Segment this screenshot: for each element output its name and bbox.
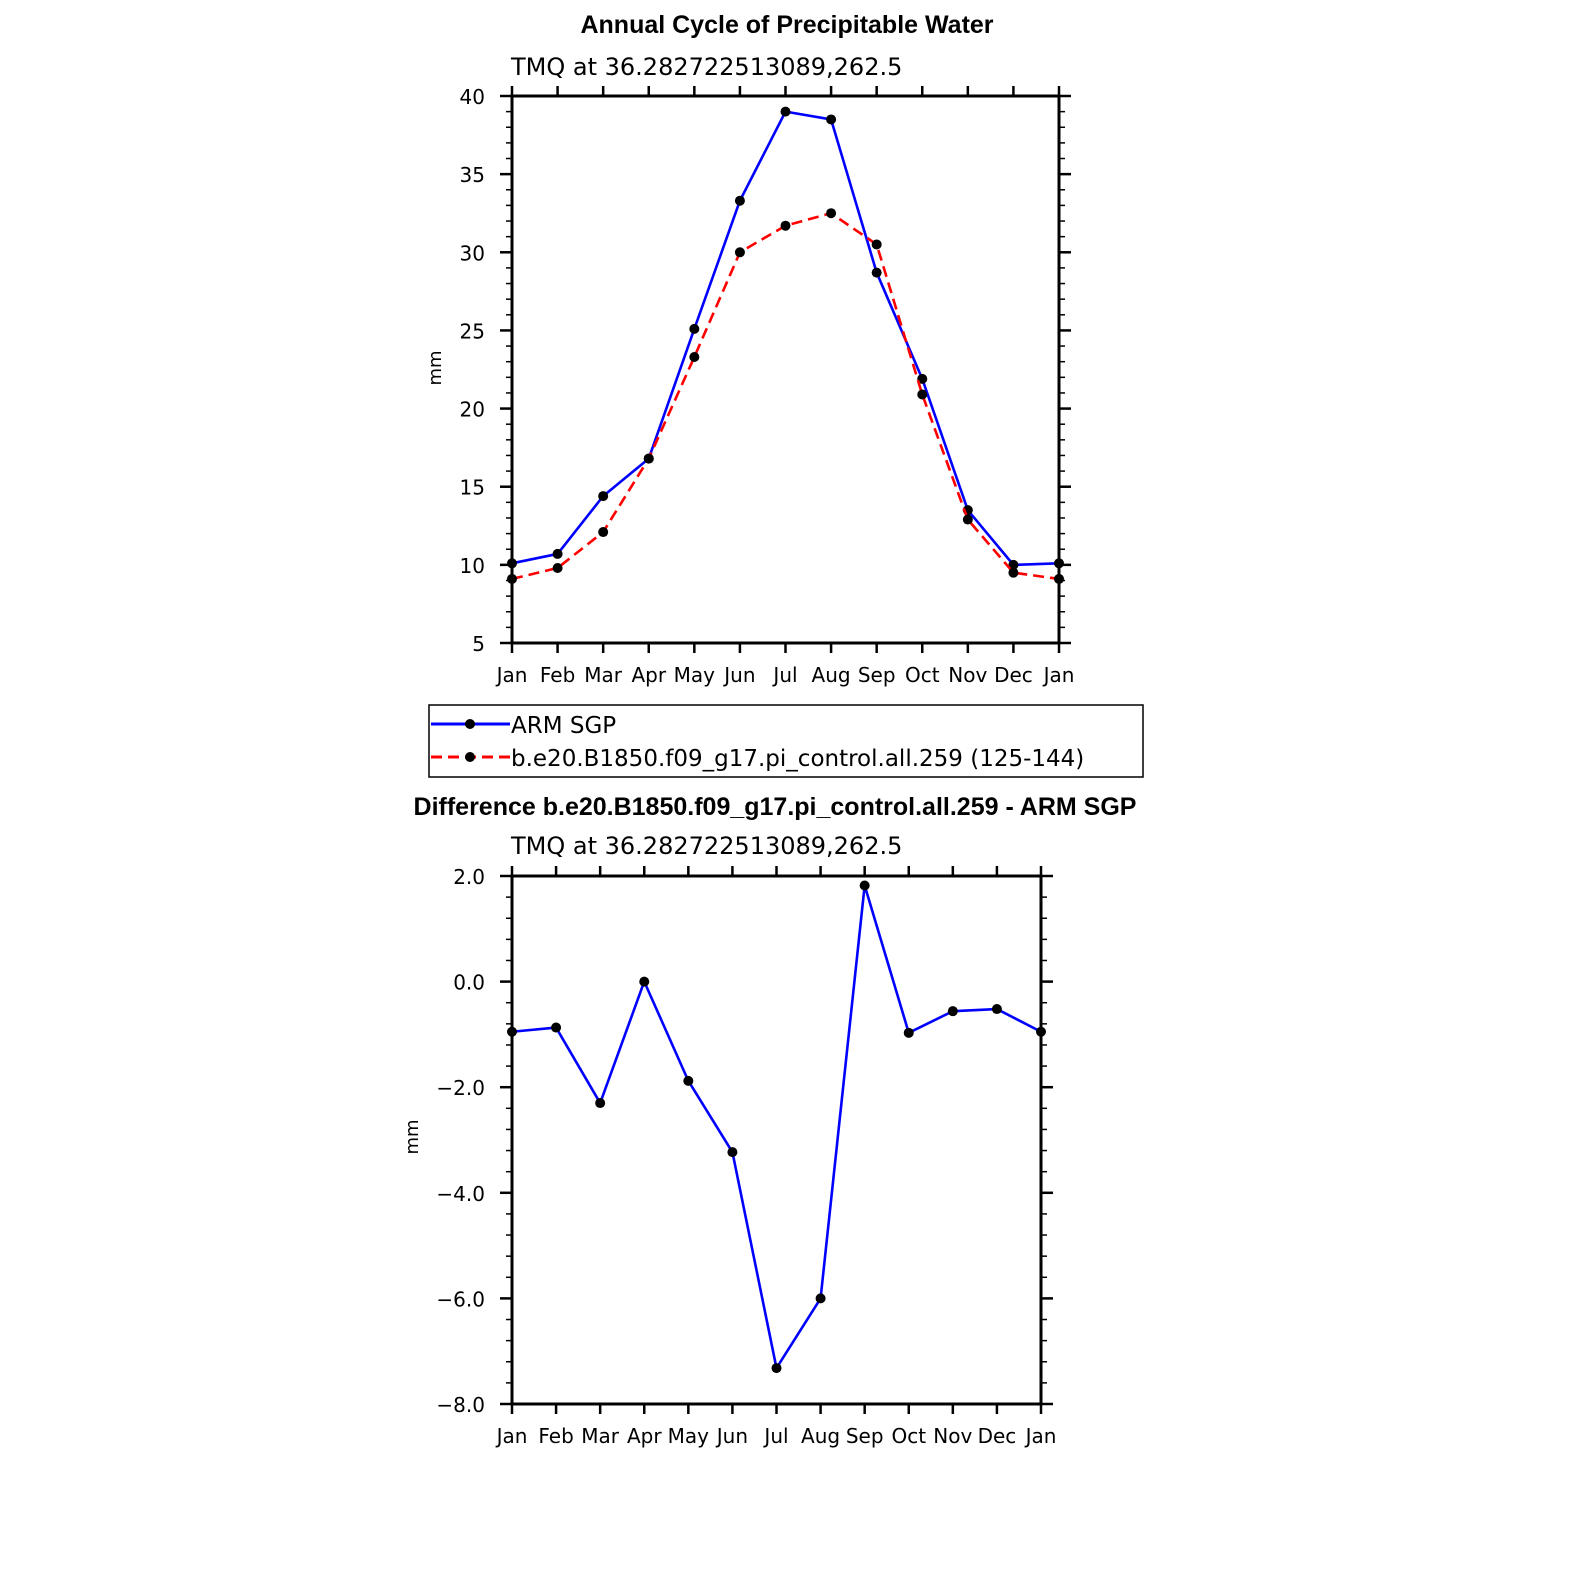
- data-point: [1008, 567, 1019, 578]
- chart-subtitle: TMQ at 36.282722513089,262.5: [510, 53, 902, 81]
- y-tick-label: −8.0: [436, 1393, 485, 1417]
- y-tick-label: 10: [460, 554, 485, 578]
- legend-entry-arm: ARM SGP: [431, 713, 616, 739]
- x-tick-label: Dec: [978, 1424, 1017, 1448]
- series-layer: [507, 880, 1046, 1374]
- legend-marker-arm: [465, 719, 475, 729]
- legend-box: [428, 704, 1144, 778]
- x-tick-label: Dec: [994, 663, 1033, 687]
- y-tick-label: 30: [460, 241, 485, 265]
- data-point: [689, 351, 700, 362]
- data-point: [947, 1006, 958, 1017]
- data-point: [683, 1075, 694, 1086]
- plot-frame: [510, 94, 1061, 645]
- x-tick-label: Oct: [905, 663, 940, 687]
- y-tick-label: −6.0: [436, 1287, 485, 1311]
- axis-tick-labels: Jan Feb Mar Apr May Jun Jul Aug Sep Oct Nov Dec Jan−…: [436, 865, 1056, 1448]
- x-tick-label: May: [674, 663, 716, 687]
- y-tick-label: −4.0: [436, 1182, 485, 1206]
- x-tick-label: Feb: [538, 1424, 573, 1448]
- data-point: [598, 527, 609, 538]
- x-tick-label: Jun: [715, 1424, 748, 1448]
- data-point: [689, 323, 700, 334]
- legend-entry-model: b.e20.B1850.f09_g17.pi_control.all.259 (…: [431, 746, 1084, 772]
- y-tick-label: 20: [460, 398, 485, 422]
- x-tick-label: Jul: [762, 1424, 788, 1448]
- data-point: [780, 220, 791, 231]
- x-tick-label: Oct: [891, 1424, 926, 1448]
- y-tick-label: 25: [460, 319, 485, 343]
- y-tick-label: −2.0: [436, 1076, 485, 1100]
- x-tick-label: Apr: [631, 663, 666, 687]
- x-tick-label: May: [668, 1424, 710, 1448]
- data-point: [551, 1022, 562, 1033]
- x-tick-label: Mar: [584, 663, 623, 687]
- x-tick-label: Jan: [495, 1424, 528, 1448]
- x-tick-label: Feb: [540, 663, 575, 687]
- data-point: [871, 267, 882, 278]
- x-tick-label: Sep: [858, 663, 896, 687]
- legend-label-arm: ARM SGP: [511, 713, 616, 739]
- data-point: [871, 239, 882, 250]
- x-tick-label: Nov: [933, 1424, 972, 1448]
- x-tick-label: Nov: [948, 663, 987, 687]
- data-point: [917, 373, 928, 384]
- data-point: [727, 1147, 738, 1158]
- legend-marker-model: [465, 752, 475, 762]
- data-point: [826, 208, 837, 219]
- x-tick-label: Aug: [812, 663, 851, 687]
- series-line-0: [511, 884, 1042, 1370]
- x-tick-label: Aug: [801, 1424, 840, 1448]
- data-point: [598, 491, 609, 502]
- y-tick-label: 40: [460, 85, 485, 109]
- x-tick-label: Jan: [1024, 1424, 1057, 1448]
- x-tick-label: Apr: [627, 1424, 662, 1448]
- x-tick-label: Jan: [495, 663, 528, 687]
- series-layer: [507, 106, 1064, 584]
- y-tick-label: 0.0: [453, 971, 485, 995]
- data-point: [639, 976, 650, 987]
- y-tick-label: 35: [460, 163, 485, 187]
- x-tick-label: Mar: [581, 1424, 620, 1448]
- data-point: [771, 1363, 782, 1374]
- series-line-1: [511, 211, 1060, 581]
- data-point: [859, 880, 870, 891]
- data-point: [734, 195, 745, 206]
- chart-title: Annual Cycle of Precipitable Water: [580, 11, 993, 39]
- plot-frame: [510, 874, 1043, 1406]
- data-point: [962, 514, 973, 525]
- data-point: [734, 247, 745, 258]
- axis-ticks: [500, 866, 1053, 1414]
- x-tick-label: Sep: [846, 1424, 884, 1448]
- axis-tick-labels: Jan Feb Mar Apr May Jun Jul Aug Sep Oct Nov Dec Jan 5…: [460, 85, 1075, 687]
- data-point: [780, 106, 791, 117]
- data-point: [815, 1293, 826, 1304]
- x-tick-label: Jan: [1042, 663, 1075, 687]
- axis-ticks: [500, 86, 1071, 653]
- y-axis-label: mm: [402, 1119, 423, 1154]
- difference-chart: Difference b.e20.B1850.f09_g17.pi_contro…: [402, 793, 1136, 1448]
- data-point: [991, 1004, 1002, 1015]
- legend: ARM SGP b.e20.B1850.f09_g17.pi_control.a…: [428, 704, 1144, 778]
- data-point: [552, 562, 563, 573]
- x-tick-label: Jun: [722, 663, 755, 687]
- data-point: [917, 389, 928, 400]
- y-tick-label: 15: [460, 476, 485, 500]
- legend-label-model: b.e20.B1850.f09_g17.pi_control.all.259 (…: [511, 746, 1084, 772]
- chart-subtitle: TMQ at 36.282722513089,262.5: [510, 832, 902, 860]
- data-point: [826, 114, 837, 125]
- data-point: [595, 1098, 606, 1109]
- y-tick-label: 2.0: [453, 865, 485, 889]
- chart-title: Difference b.e20.B1850.f09_g17.pi_contro…: [414, 793, 1137, 821]
- data-point: [903, 1027, 914, 1038]
- data-point: [1008, 559, 1019, 570]
- series-line-0: [511, 110, 1060, 567]
- data-point: [552, 548, 563, 559]
- x-tick-label: Jul: [771, 663, 797, 687]
- y-tick-label: 5: [472, 632, 485, 656]
- y-axis-label: mm: [425, 350, 446, 385]
- annual-cycle-chart: Annual Cycle of Precipitable Water TMQ a…: [425, 11, 1074, 687]
- data-point: [643, 453, 654, 464]
